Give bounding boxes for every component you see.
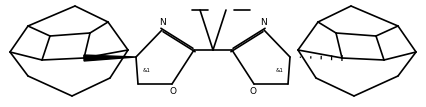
Text: &1: &1 bbox=[143, 68, 151, 73]
Text: O: O bbox=[250, 87, 256, 96]
Text: &1: &1 bbox=[275, 68, 283, 73]
Text: O: O bbox=[170, 87, 176, 96]
Polygon shape bbox=[84, 55, 136, 61]
Text: N: N bbox=[158, 18, 165, 27]
Text: N: N bbox=[261, 18, 268, 27]
